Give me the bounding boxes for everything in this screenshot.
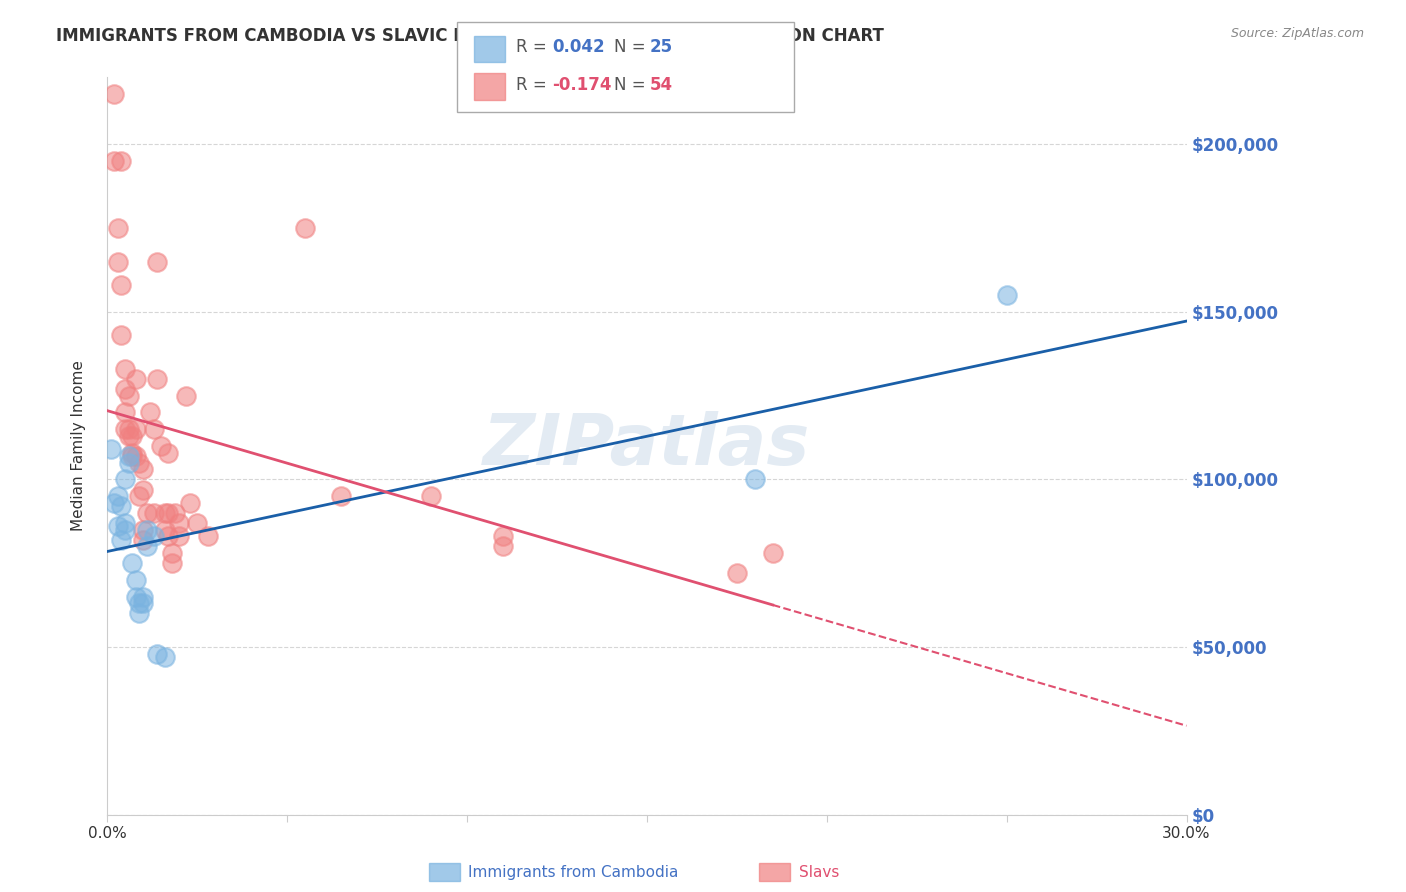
Point: [153, 650, 176, 665]
Text: Slavs: Slavs: [799, 865, 839, 880]
Point: [107, 254, 129, 268]
Point: [128, 597, 150, 611]
Point: [128, 607, 150, 621]
Text: N =: N =: [614, 38, 651, 56]
Point: [146, 254, 169, 268]
Point: [167, 516, 190, 530]
Text: 54: 54: [650, 76, 672, 94]
Point: [330, 489, 353, 503]
Point: [142, 529, 165, 543]
Point: [118, 449, 141, 463]
Text: Immigrants from Cambodia: Immigrants from Cambodia: [468, 865, 679, 880]
Text: R =: R =: [516, 38, 553, 56]
Point: [114, 382, 136, 396]
Point: [100, 442, 122, 457]
Point: [157, 529, 180, 543]
Point: [197, 529, 219, 543]
Point: [121, 449, 143, 463]
Point: [110, 328, 132, 343]
Point: [744, 473, 766, 487]
Point: [128, 456, 150, 470]
Point: [174, 389, 197, 403]
Point: [419, 489, 441, 503]
Point: [110, 500, 132, 514]
Point: [121, 556, 143, 570]
Point: [146, 647, 169, 661]
Text: Source: ZipAtlas.com: Source: ZipAtlas.com: [1230, 27, 1364, 40]
Point: [165, 506, 187, 520]
Point: [107, 489, 129, 503]
Point: [153, 506, 176, 520]
Point: [114, 473, 136, 487]
Point: [153, 523, 176, 537]
Point: [179, 496, 201, 510]
Point: [132, 590, 155, 604]
Point: [146, 372, 169, 386]
Point: [132, 533, 155, 547]
Point: [107, 519, 129, 533]
Point: [125, 422, 148, 436]
Point: [160, 556, 183, 570]
Point: [103, 496, 125, 510]
Point: [103, 87, 125, 102]
Text: 25: 25: [650, 38, 672, 56]
Point: [142, 422, 165, 436]
Point: [167, 529, 190, 543]
Point: [125, 372, 148, 386]
Text: 0.042: 0.042: [553, 38, 605, 56]
Point: [160, 546, 183, 560]
Text: R =: R =: [516, 76, 553, 94]
Point: [121, 445, 143, 459]
Point: [492, 529, 515, 543]
Text: IMMIGRANTS FROM CAMBODIA VS SLAVIC MEDIAN FAMILY INCOME CORRELATION CHART: IMMIGRANTS FROM CAMBODIA VS SLAVIC MEDIA…: [56, 27, 884, 45]
Text: N =: N =: [614, 76, 651, 94]
Point: [135, 506, 157, 520]
Point: [103, 154, 125, 169]
Point: [110, 154, 132, 169]
Point: [107, 221, 129, 235]
Point: [132, 597, 155, 611]
Point: [150, 439, 173, 453]
Point: [157, 445, 180, 459]
Point: [114, 405, 136, 419]
Point: [125, 590, 148, 604]
Text: -0.174: -0.174: [553, 76, 612, 94]
Point: [118, 456, 141, 470]
Point: [132, 523, 155, 537]
Point: [995, 288, 1018, 302]
Point: [294, 221, 316, 235]
Point: [121, 429, 143, 443]
Point: [110, 278, 132, 293]
Point: [157, 506, 180, 520]
Point: [114, 362, 136, 376]
Point: [118, 389, 141, 403]
Point: [114, 516, 136, 530]
Point: [125, 573, 148, 587]
Point: [132, 462, 155, 476]
Point: [125, 449, 148, 463]
Point: [118, 429, 141, 443]
Point: [135, 540, 157, 554]
Text: ZIPatlas: ZIPatlas: [484, 411, 810, 481]
Point: [762, 546, 785, 560]
Point: [114, 422, 136, 436]
Y-axis label: Median Family Income: Median Family Income: [72, 360, 86, 532]
Point: [128, 489, 150, 503]
Point: [118, 422, 141, 436]
Point: [110, 533, 132, 547]
Point: [135, 523, 157, 537]
Point: [132, 483, 155, 497]
Point: [142, 506, 165, 520]
Point: [114, 523, 136, 537]
Point: [186, 516, 208, 530]
Point: [139, 405, 162, 419]
Point: [725, 566, 748, 581]
Point: [492, 540, 515, 554]
